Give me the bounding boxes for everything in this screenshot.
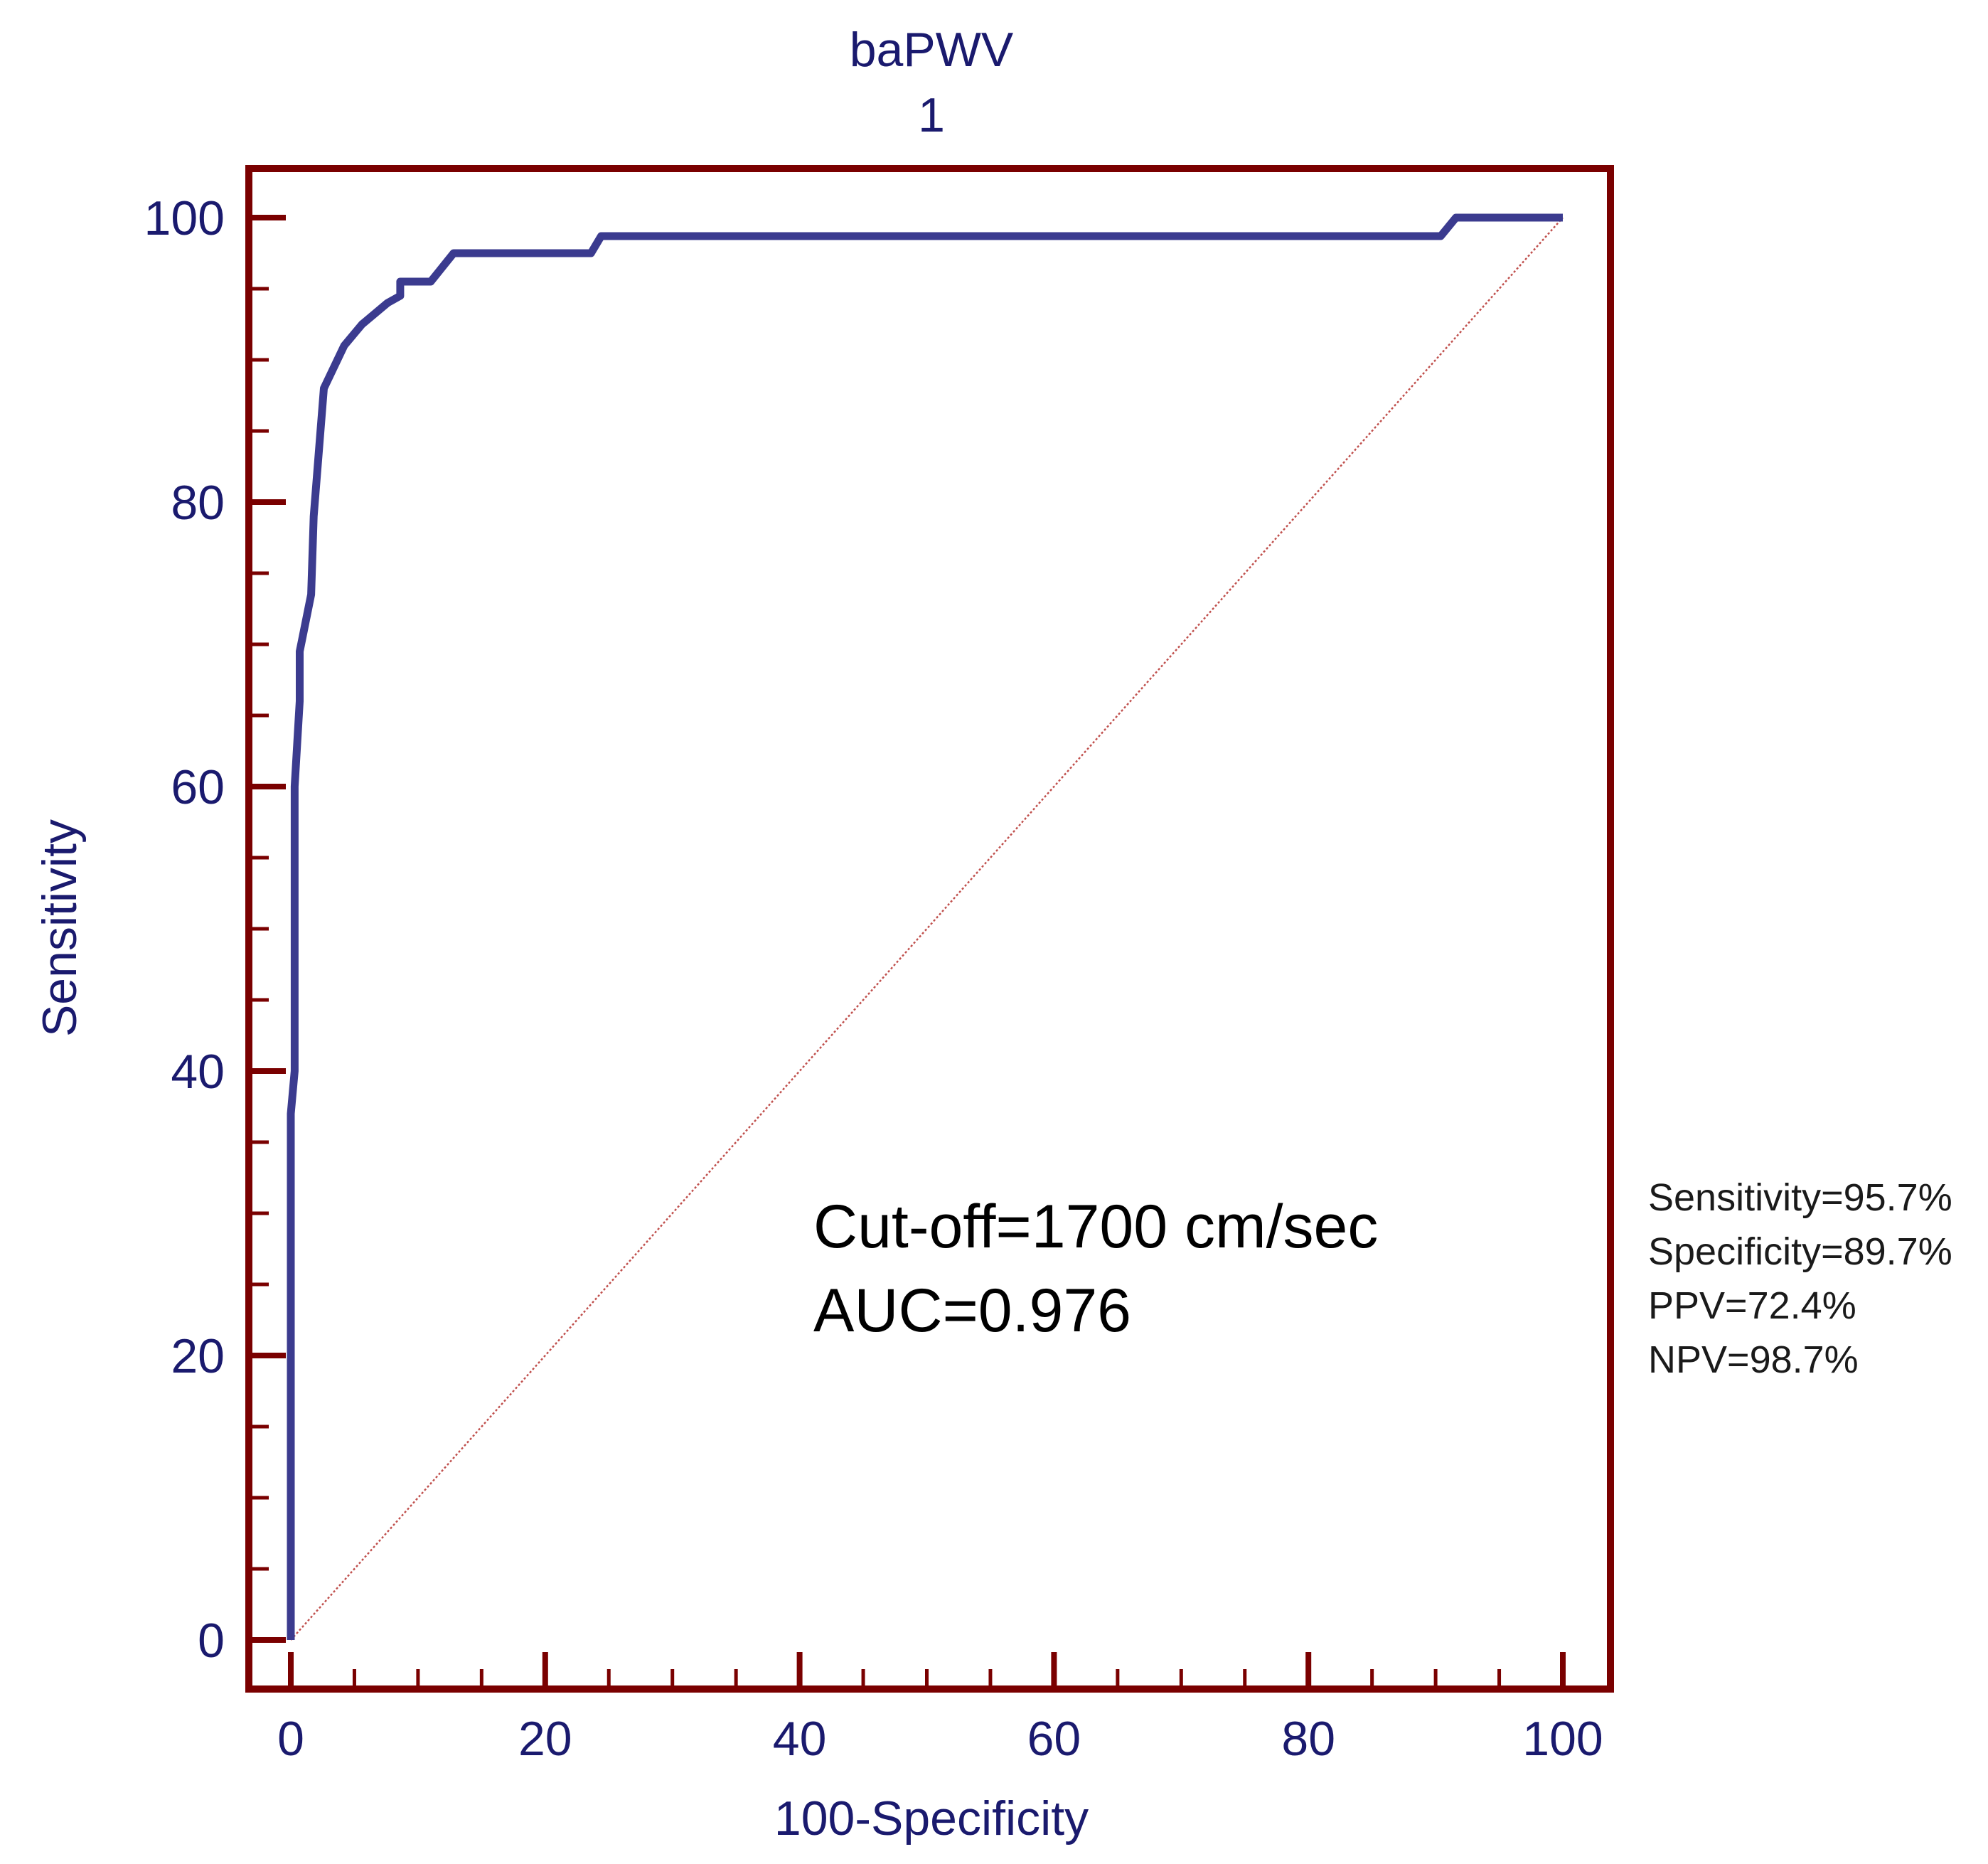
- stat-ppv: PPV=72.4%: [1648, 1284, 1856, 1327]
- stat-sensitivity: Sensitivity=95.7%: [1648, 1176, 1952, 1219]
- y-tick-label: 40: [171, 1045, 225, 1099]
- x-tick-label: 0: [277, 1712, 304, 1766]
- roc-curve-line: [287, 213, 1563, 1640]
- stat-npv: NPV=98.7%: [1648, 1338, 1859, 1381]
- reference-diagonal-line: [290, 217, 1564, 1641]
- x-axis: 0 20 40 60 80 100: [277, 1652, 1603, 1766]
- cutoff-annotation: Cut-off=1700 cm/sec: [813, 1193, 1378, 1261]
- y-tick-label: 80: [171, 476, 225, 530]
- y-axis-label: Sensitivity: [33, 819, 87, 1037]
- chart-subtitle: 1: [918, 88, 945, 142]
- stat-specificity: Specificity=89.7%: [1648, 1230, 1952, 1273]
- y-tick-label: 60: [171, 760, 225, 814]
- y-tick-label: 100: [144, 191, 225, 245]
- chart-title: baPWV: [850, 23, 1014, 77]
- auc-annotation: AUC=0.976: [813, 1277, 1131, 1345]
- y-tick-label: 20: [171, 1329, 225, 1383]
- x-tick-label: 40: [773, 1712, 827, 1766]
- plot-frame: [245, 165, 1614, 1693]
- x-tick-label: 20: [518, 1712, 572, 1766]
- y-axis: 0 20 40 60 80 100: [144, 191, 286, 1668]
- y-tick-label: 0: [198, 1614, 225, 1668]
- x-axis-label: 100-Specificity: [774, 1791, 1089, 1846]
- x-tick-label: 100: [1522, 1712, 1603, 1766]
- x-tick-label: 80: [1281, 1712, 1335, 1766]
- x-tick-label: 60: [1027, 1712, 1081, 1766]
